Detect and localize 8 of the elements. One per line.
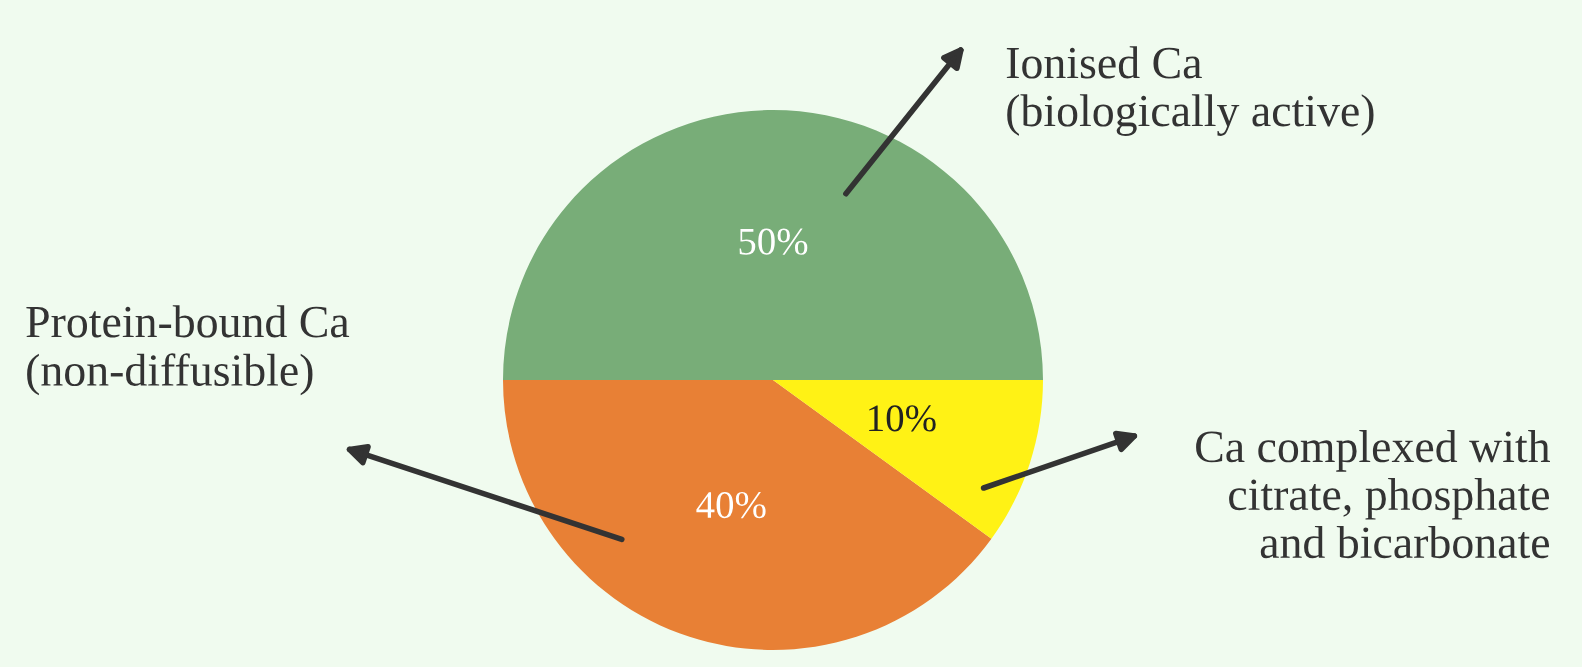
slice-label: Ionised Ca (biologically active) [1006,46,1374,136]
slice-label: Protein-bound Ca (non-diffusible) [26,305,350,396]
pie-slice [503,380,992,650]
pie-slice [773,380,1043,539]
data-label: 10% [869,405,936,432]
slice-label: Ca complexed with citrate, phosphate and bicarbonate [1196,430,1550,559]
data-label: 50% [739,228,808,255]
data-label: 40% [696,491,766,519]
